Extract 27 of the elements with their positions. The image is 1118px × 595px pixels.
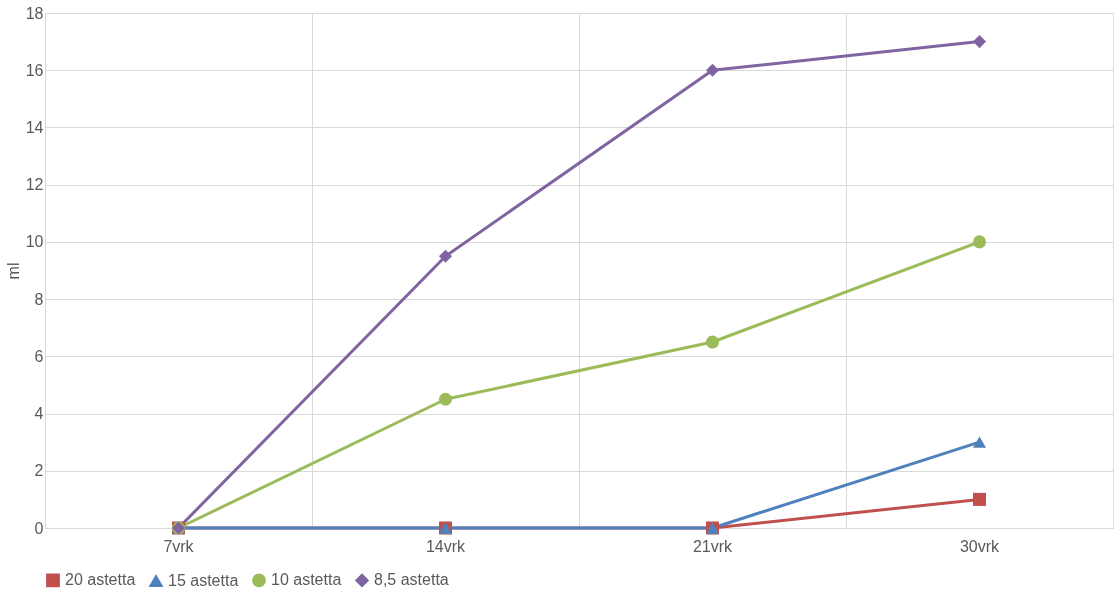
legend-label: 15 astetta xyxy=(168,571,239,589)
y-tick-label: 2 xyxy=(34,462,44,480)
y-tick-label: 14 xyxy=(25,118,44,136)
legend-label: 10 astetta xyxy=(271,571,342,589)
y-tick-label: 0 xyxy=(34,519,44,537)
y-tick-label: 4 xyxy=(34,405,44,423)
legend-label: 8,5 astetta xyxy=(374,571,449,589)
y-tick-label: 6 xyxy=(34,347,44,365)
x-tick-label: 30vrk xyxy=(959,537,1001,555)
y-tick-label: 8 xyxy=(34,290,44,308)
point xyxy=(972,492,987,506)
x-tick-label: 21vrk xyxy=(692,537,734,555)
x-tick-label: 14vrk xyxy=(425,537,467,555)
point xyxy=(705,63,720,77)
x-tick-label: 7vrk xyxy=(163,537,195,555)
legend-label: 20 astetta xyxy=(65,571,136,589)
point xyxy=(705,335,720,349)
point xyxy=(438,249,453,263)
y-tick-label: 18 xyxy=(25,4,44,22)
point xyxy=(438,392,453,406)
point xyxy=(972,235,987,249)
point xyxy=(972,35,987,49)
y-tick-label: 12 xyxy=(25,176,44,194)
point xyxy=(972,436,987,448)
y-tick-label: 16 xyxy=(25,61,44,79)
y-tick-label: 10 xyxy=(25,233,44,251)
y-axis-title: ml xyxy=(4,262,22,280)
